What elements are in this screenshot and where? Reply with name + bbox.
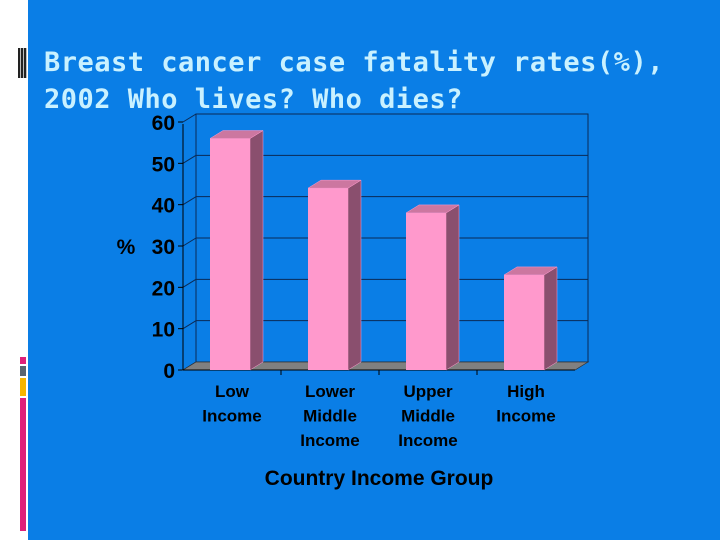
gridline-side <box>182 196 197 206</box>
x-tick-label: Income <box>300 431 360 450</box>
bar <box>504 274 544 370</box>
x-tick-label: Income <box>202 407 262 426</box>
accent-pink-long <box>20 398 26 531</box>
title-line-1: Breast cancer case fatality rates(%), <box>44 47 664 78</box>
accent-yellow <box>20 378 26 396</box>
x-axis-label: Country Income Group <box>265 467 494 490</box>
bar-side <box>543 266 558 371</box>
bar-side <box>347 179 362 371</box>
x-tick-label: Low <box>215 382 250 401</box>
title-line-2: 2002 Who lives? Who dies? <box>44 84 463 115</box>
gridline-side <box>182 278 197 288</box>
x-tick-label: High <box>507 382 545 401</box>
slide-title: Breast cancer case fatality rates(%), 20… <box>44 44 704 118</box>
y-tick-label: 30 <box>152 236 175 259</box>
y-tick-label: 60 <box>152 112 175 135</box>
y-tick-label: 20 <box>152 277 175 300</box>
x-tick-label: Income <box>398 431 458 450</box>
x-tick-label: Middle <box>401 407 455 426</box>
x-tick-label: Lower <box>305 382 355 401</box>
bar-side <box>249 130 264 371</box>
y-axis-label: % <box>117 236 136 259</box>
y-tick-label: 40 <box>152 195 175 218</box>
gridline-side <box>182 320 197 330</box>
bar <box>406 212 446 370</box>
slide-background <box>28 0 720 540</box>
accent-pink-small <box>20 357 26 364</box>
bar-side <box>445 204 460 371</box>
title-marker-bar <box>18 48 27 78</box>
x-tick-label: Income <box>496 407 556 426</box>
bar <box>308 188 348 370</box>
x-tick-label: Middle <box>303 407 357 426</box>
accent-gray <box>20 366 26 376</box>
y-tick-label: 0 <box>163 360 175 383</box>
bar <box>210 138 250 370</box>
x-tick-label: Upper <box>403 382 453 401</box>
gridline-side <box>182 113 197 123</box>
y-tick-label: 10 <box>152 319 175 342</box>
gridline-side <box>182 154 197 164</box>
gridline-side <box>182 237 197 247</box>
y-tick-label: 50 <box>152 153 175 176</box>
